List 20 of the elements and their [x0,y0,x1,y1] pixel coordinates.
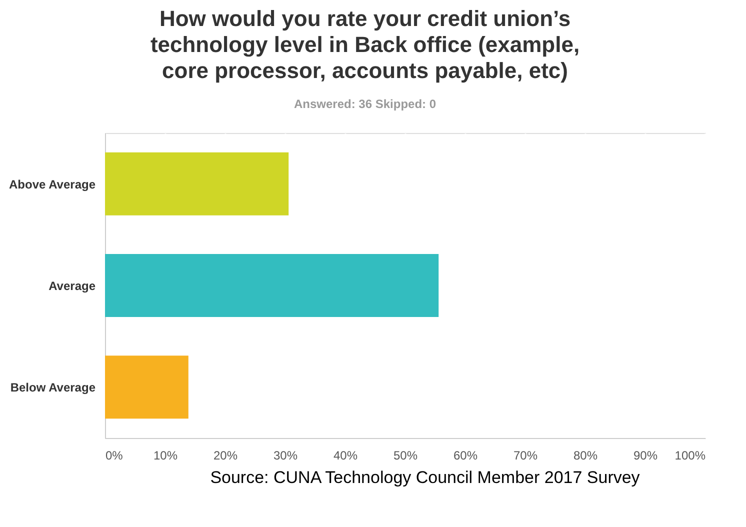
y-tick-label: Average [48,279,96,293]
x-tick-label: 100% [674,448,706,462]
bar [105,356,188,419]
source-note: Source: CUNA Technology Council Member 2017 Survey [210,468,640,487]
x-tick-label: 60% [453,448,478,462]
x-tick-label: 20% [213,448,238,462]
x-tick-label: 70% [513,448,538,462]
y-tick-label: Below Average [10,380,96,395]
x-tick-label: 90% [633,448,658,462]
x-tick-label: 10% [153,448,178,462]
x-tick-label: 40% [333,448,358,462]
x-tick-label: 30% [273,448,298,462]
chart-subtitle: Answered: 36 Skipped: 0 [294,97,436,111]
x-tick-label: 50% [393,448,418,462]
x-tick-label: 0% [106,448,124,462]
bar [105,152,289,216]
y-tick-label: Above Average [9,177,96,192]
bar [105,254,439,318]
x-tick-label: 80% [573,448,598,462]
chart-title: How would you rate your credit union’s technology level in Back office (example, core processor, accounts payable, etc) [150,6,580,83]
